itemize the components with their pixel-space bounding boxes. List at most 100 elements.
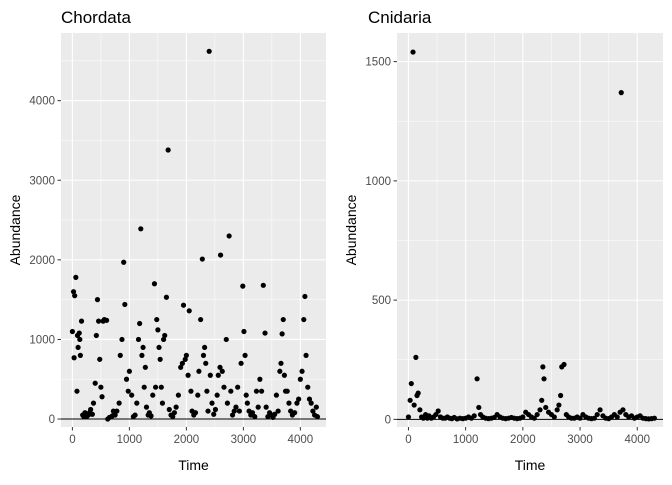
chordata-data-point xyxy=(257,376,263,382)
chordata-data-point xyxy=(116,400,122,406)
cnidaria-x-tick-label: 3000 xyxy=(567,434,593,446)
chordata-data-point xyxy=(233,404,239,410)
chordata-data-point xyxy=(112,412,118,418)
cnidaria-data-point xyxy=(541,376,547,382)
chordata-data-point xyxy=(92,380,98,386)
chordata-data-point xyxy=(166,406,172,413)
chordata-data-point xyxy=(278,360,284,366)
chordata-data-point xyxy=(202,344,208,351)
chordata-data-point xyxy=(198,316,204,323)
chordata-title: Chordata xyxy=(61,8,131,27)
cnidaria-data-point xyxy=(620,407,626,413)
chordata-y-axis-title: Abundance xyxy=(7,194,23,265)
chordata-y-tick-label: 4000 xyxy=(29,96,55,108)
chordata-data-point xyxy=(122,301,128,308)
cnidaria-data-point xyxy=(539,397,545,403)
chordata-data-point xyxy=(178,364,184,370)
chordata-data-point xyxy=(259,388,265,394)
chordata-data-point xyxy=(206,48,212,54)
cnidaria-points xyxy=(405,49,658,422)
chordata-y-tick-label: 1000 xyxy=(29,334,55,346)
chordata-data-point xyxy=(77,352,83,358)
chordata-data-point xyxy=(203,360,209,366)
chordata-data-point xyxy=(73,274,79,280)
chordata-data-point xyxy=(173,404,179,410)
chordata-data-point xyxy=(223,336,229,343)
chordata-data-point xyxy=(212,406,219,413)
cnidaria-y-tick-label: 1500 xyxy=(365,57,391,69)
cnidaria-data-point xyxy=(407,397,413,403)
cnidaria-y-axis-title: Abundance xyxy=(343,194,359,265)
cnidaria-data-point xyxy=(534,411,540,418)
chordata-data-point xyxy=(142,364,148,370)
cnidaria-data-point xyxy=(597,407,603,413)
chordata-data-point xyxy=(273,392,280,398)
chordata-data-point xyxy=(235,384,241,390)
chordata-data-point xyxy=(224,400,231,406)
chordata-data-point xyxy=(148,413,154,419)
chordata-data-point xyxy=(154,316,160,323)
chordata-data-point xyxy=(157,356,163,362)
chordata-data-point xyxy=(121,259,127,265)
chordata-data-point xyxy=(296,396,302,402)
cnidaria-data-point xyxy=(577,415,583,421)
chordata-data-point xyxy=(281,372,287,378)
chordata-x-tick-label: 2000 xyxy=(174,434,200,446)
cnidaria-data-point xyxy=(405,414,412,420)
chordata-data-point xyxy=(310,408,316,414)
cnidaria-x-tick-label: 1000 xyxy=(453,434,479,446)
chordata-data-point xyxy=(135,336,142,343)
chordata-data-point xyxy=(179,360,185,366)
chordata-data-point xyxy=(77,336,83,343)
chordata-data-point xyxy=(156,344,162,351)
chordata-data-point xyxy=(72,293,78,299)
chordata-data-point xyxy=(219,368,225,374)
chordata-x-tick-label: 1000 xyxy=(117,434,143,446)
chordata-data-point xyxy=(277,368,283,374)
chordata-data-point xyxy=(301,316,307,323)
cnidaria-x-tick-label: 0 xyxy=(405,434,411,446)
chordata-data-point xyxy=(280,316,286,323)
chordata-data-point xyxy=(240,283,246,289)
chordata-data-point xyxy=(129,392,135,398)
cnidaria-data-point xyxy=(435,408,441,414)
chordata-data-point xyxy=(158,384,164,390)
cnidaria-data-point xyxy=(540,364,546,370)
chordata-data-point xyxy=(211,411,217,417)
chordata-x-axis: 0 1000 2000 3000 4000 xyxy=(69,427,313,446)
chordata-data-point xyxy=(294,400,300,406)
cnidaria-data-point xyxy=(543,404,549,411)
chordata-data-point xyxy=(99,394,105,400)
chordata-data-point xyxy=(226,233,232,239)
cnidaria-data-point xyxy=(476,404,482,411)
chordata-y-tick-label: 2000 xyxy=(29,255,55,267)
chordata-data-point xyxy=(150,392,156,398)
cnidaria-data-point xyxy=(410,49,416,55)
chordata-y-axis: 0 1000 2000 3000 4000 xyxy=(29,96,61,426)
chordata-data-point xyxy=(200,352,207,358)
chordata-data-point xyxy=(117,352,123,358)
chordata-data-point xyxy=(93,332,99,339)
chordata-data-point xyxy=(199,256,205,262)
chordata-data-point xyxy=(139,352,145,358)
chordata-data-point xyxy=(119,336,125,343)
chordata-data-point xyxy=(192,410,199,416)
cnidaria-y-tick-label: 0 xyxy=(385,414,391,426)
chordata-data-point xyxy=(249,410,256,416)
chordata-data-point xyxy=(188,388,194,394)
chordata-data-point xyxy=(76,330,82,336)
chordata-data-point xyxy=(171,410,178,416)
chordata-data-point xyxy=(205,408,211,414)
chordata-data-point xyxy=(272,411,278,417)
chordata-data-point xyxy=(255,404,261,410)
chordata-data-point xyxy=(162,332,168,339)
chordata-data-point xyxy=(163,294,170,300)
chordata-data-point xyxy=(96,318,102,324)
chordata-data-point xyxy=(88,406,94,413)
chordata-x-tick-label: 4000 xyxy=(288,434,314,446)
chordata-data-point xyxy=(78,318,85,324)
cnidaria-y-tick-label: 500 xyxy=(372,295,391,307)
cnidaria-x-tick-label: 4000 xyxy=(624,434,650,446)
cnidaria-data-point xyxy=(591,415,597,421)
chordata-data-point xyxy=(134,400,140,406)
